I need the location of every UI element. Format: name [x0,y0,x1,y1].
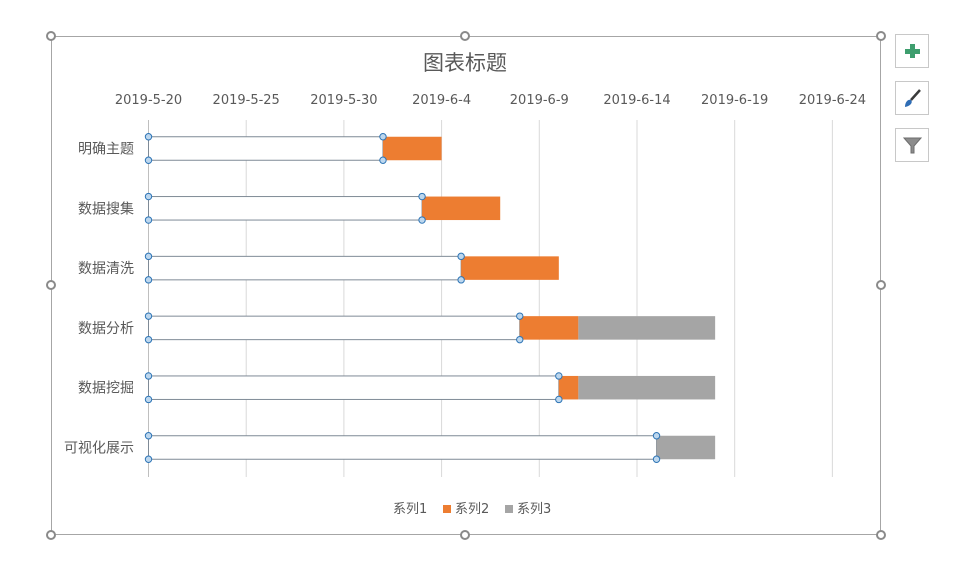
x-tick-label: 2019-6-9 [510,93,569,108]
series-selection-handle[interactable] [652,432,661,440]
series-selection-handle[interactable] [457,276,465,284]
series-selection-handle[interactable] [144,395,153,404]
legend-swatch [505,505,513,513]
x-tick-label: 2019-6-24 [799,93,866,108]
resize-handle-middle-right[interactable] [876,280,886,290]
category-label: 数据搜集 [78,200,134,217]
bar-series2[interactable] [422,196,501,221]
legend-swatch [443,505,451,513]
series-selection-handle[interactable] [516,335,524,344]
bar-series1[interactable] [148,315,521,341]
series-selection-handle[interactable] [144,372,153,380]
funnel-icon [902,137,923,154]
series-selection-handle[interactable] [144,133,153,141]
bar-series2[interactable] [382,136,442,161]
resize-handle-bottom-left[interactable] [46,530,56,540]
resize-handle-top-right[interactable] [876,31,886,41]
bar-series1[interactable] [148,196,423,221]
series-selection-handle[interactable] [144,192,153,201]
series-selection-handle[interactable] [144,312,153,320]
chart-title: 图表标题 [423,51,507,75]
bar-series1[interactable] [148,375,560,400]
resize-handle-middle-left[interactable] [46,280,56,290]
bar-series3[interactable] [578,375,716,400]
bar-series2[interactable] [558,375,579,400]
resize-handle-top-center[interactable] [460,31,470,41]
bar-series1[interactable] [148,136,384,161]
series-selection-handle[interactable] [144,455,153,463]
bar-series2[interactable] [461,256,559,280]
legend-entry[interactable]: 系列2 [455,502,489,517]
series-selection-handle[interactable] [379,133,387,141]
series-selection-handle[interactable] [652,455,661,463]
category-label: 数据清洗 [78,261,134,277]
chart-styles-button[interactable] [895,81,929,115]
series-selection-handle[interactable] [457,252,465,261]
series-selection-handle[interactable] [144,156,153,164]
chart-elements-button[interactable] [895,34,929,68]
category-label: 可视化展示 [64,441,134,457]
x-tick-label: 2019-6-14 [603,93,670,108]
series-selection-handle[interactable] [555,372,563,380]
bar-series3[interactable] [656,435,716,460]
resize-handle-top-left[interactable] [46,31,56,41]
category-label: 明确主题 [78,142,134,158]
series-selection-handle[interactable] [418,192,426,201]
bar-series3[interactable] [578,316,716,340]
category-label: 数据挖掘 [78,381,134,397]
x-tick-label: 2019-6-4 [412,93,471,108]
series-selection-handle[interactable] [379,156,387,164]
bar-series1[interactable] [148,255,462,281]
series-selection-handle[interactable] [144,432,153,440]
series-selection-handle[interactable] [555,395,563,404]
series-selection-handle[interactable] [144,276,153,284]
x-tick-label: 2019-5-25 [213,93,280,108]
brush-icon [905,89,921,107]
series-selection-handle[interactable] [144,216,153,224]
x-tick-label: 2019-6-19 [701,93,768,108]
series-selection-handle[interactable] [144,252,153,261]
series-selection-handle[interactable] [144,335,153,344]
series-selection-handle[interactable] [516,312,524,320]
resize-handle-bottom-center[interactable] [460,530,470,540]
category-label: 数据分析 [78,321,134,337]
x-tick-label: 2019-5-30 [310,93,377,108]
plus-icon [905,44,920,58]
resize-handle-bottom-right[interactable] [876,530,886,540]
x-tick-label: 2019-5-20 [115,93,182,108]
bar-series2[interactable] [519,316,579,340]
series-selection-handle[interactable] [418,216,426,224]
bar-series1[interactable] [148,435,658,460]
legend-entry[interactable]: 系列3 [517,502,551,517]
chart-filters-button[interactable] [895,128,929,162]
legend-entry[interactable]: 系列1 [393,502,427,517]
